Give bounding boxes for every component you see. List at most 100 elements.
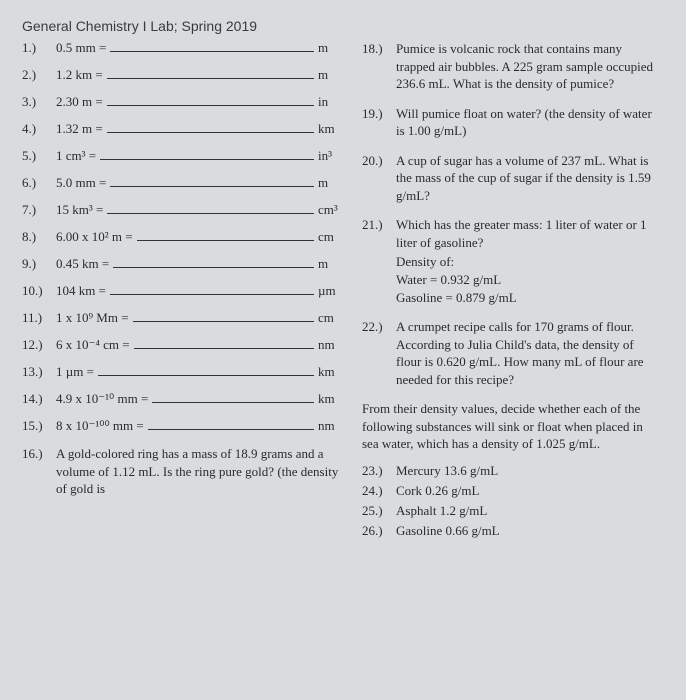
question-number: 14.) [22,391,56,407]
question-21: 21.) Which has the greater mass: 1 liter… [362,216,662,306]
unit-label: cm [318,310,342,326]
float-sink-intro: From their density values, decide whethe… [362,400,662,453]
answer-blank[interactable] [107,105,314,106]
expression: 4.9 x 10⁻¹⁰ mm = [56,391,148,407]
question-number: 25.) [362,503,396,519]
answer-blank[interactable] [134,348,314,349]
expression: 104 km = [56,283,106,299]
question-text: A cup of sugar has a volume of 237 mL. W… [396,152,662,205]
word-problem: 20.)A cup of sugar has a volume of 237 m… [362,152,662,205]
expression: 1 cm³ = [56,148,96,164]
answer-blank[interactable] [107,132,314,133]
conversion-row: 1.)0.5 mm =m [22,40,342,56]
unit-label: m [318,175,342,191]
expression: 1 µm = [56,364,94,380]
question-number: 6.) [22,175,56,191]
answer-blank[interactable] [100,159,314,160]
substance-row: 23.)Mercury 13.6 g/mL [362,463,662,479]
left-column: 1.)0.5 mm =m2.)1.2 km =m3.)2.30 m =in4.)… [22,40,342,543]
answer-blank[interactable] [148,429,314,430]
unit-label: nm [318,418,342,434]
question-text: Pumice is volcanic rock that contains ma… [396,40,662,93]
question-number: 9.) [22,256,56,272]
conversion-row: 5.)1 cm³ = in³ [22,148,342,164]
expression: 0.5 mm = [56,40,106,56]
conversion-row: 15.)8 x 10⁻¹⁰⁰ mm =nm [22,418,342,434]
expression: 5.0 mm = [56,175,106,191]
question-number: 11.) [22,310,56,326]
question-16: 16.) A gold-colored ring has a mass of 1… [22,445,342,498]
unit-label: in [318,94,342,110]
q22-num: 22.) [362,318,396,388]
question-number: 2.) [22,67,56,83]
right-column: 18.)Pumice is volcanic rock that contain… [362,40,662,543]
substance-row: 26.)Gasoline 0.66 g/mL [362,523,662,539]
conversion-row: 4.)1.32 m = km [22,121,342,137]
question-22: 22.) A crumpet recipe calls for 170 gram… [362,318,662,388]
expression: 1 x 10⁹ Mm = [56,310,129,326]
q22-text: A crumpet recipe calls for 170 grams of … [396,318,662,388]
unit-label: cm [318,229,342,245]
expression: 15 km³ = [56,202,103,218]
substance-text: Cork 0.26 g/mL [396,483,479,499]
unit-label: m [318,256,342,272]
question-number: 7.) [22,202,56,218]
question-number: 1.) [22,40,56,56]
unit-label: µm [318,283,342,299]
substance-row: 24.)Cork 0.26 g/mL [362,483,662,499]
expression: 6 x 10⁻⁴ cm = [56,337,130,353]
substance-text: Asphalt 1.2 g/mL [396,503,487,519]
conversion-row: 7.)15 km³ = cm³ [22,202,342,218]
unit-label: cm³ [318,202,342,218]
q21-sub2: Water = 0.932 g/mL [396,271,662,289]
q21-sub3: Gasoline = 0.879 g/mL [396,289,662,307]
q21-sub1: Density of: [396,253,662,271]
expression: 8 x 10⁻¹⁰⁰ mm = [56,418,144,434]
question-number: 13.) [22,364,56,380]
conversion-row: 6.)5.0 mm = m [22,175,342,191]
expression: 1.2 km = [56,67,103,83]
conversion-row: 8.)6.00 x 10² m =cm [22,229,342,245]
question-number: 18.) [362,40,396,93]
answer-blank[interactable] [110,51,314,52]
question-number: 26.) [362,523,396,539]
unit-label: m [318,67,342,83]
q21-main: Which has the greater mass: 1 liter of w… [396,217,647,250]
unit-label: km [318,391,342,407]
conversion-row: 9.)0.45 km =m [22,256,342,272]
page-title: General Chemistry I Lab; Spring 2019 [22,18,664,34]
conversion-row: 3.)2.30 m =in [22,94,342,110]
question-number: 4.) [22,121,56,137]
substance-text: Gasoline 0.66 g/mL [396,523,500,539]
expression: 1.32 m = [56,121,103,137]
word-problem: 19.)Will pumice float on water? (the den… [362,105,662,140]
conversion-row: 10.)104 km = µm [22,283,342,299]
unit-label: nm [318,337,342,353]
answer-blank[interactable] [110,294,314,295]
question-number: 24.) [362,483,396,499]
answer-blank[interactable] [107,78,314,79]
conversion-row: 2.)1.2 km = m [22,67,342,83]
answer-blank[interactable] [152,402,314,403]
answer-blank[interactable] [133,321,314,322]
unit-label: in³ [318,148,342,164]
answer-blank[interactable] [98,375,314,376]
conversion-row: 13.)1 µm = km [22,364,342,380]
unit-label: km [318,364,342,380]
question-text: Will pumice float on water? (the density… [396,105,662,140]
answer-blank[interactable] [107,213,314,214]
question-number: 19.) [362,105,396,140]
unit-label: km [318,121,342,137]
q21-num: 21.) [362,216,396,306]
answer-blank[interactable] [110,186,314,187]
substance-text: Mercury 13.6 g/mL [396,463,498,479]
question-number: 5.) [22,148,56,164]
question-number: 10.) [22,283,56,299]
substance-row: 25.)Asphalt 1.2 g/mL [362,503,662,519]
question-number: 23.) [362,463,396,479]
answer-blank[interactable] [113,267,314,268]
answer-blank[interactable] [137,240,314,241]
word-problem: 18.)Pumice is volcanic rock that contain… [362,40,662,93]
q16-text: A gold-colored ring has a mass of 18.9 g… [56,445,342,498]
q16-num: 16.) [22,445,56,498]
